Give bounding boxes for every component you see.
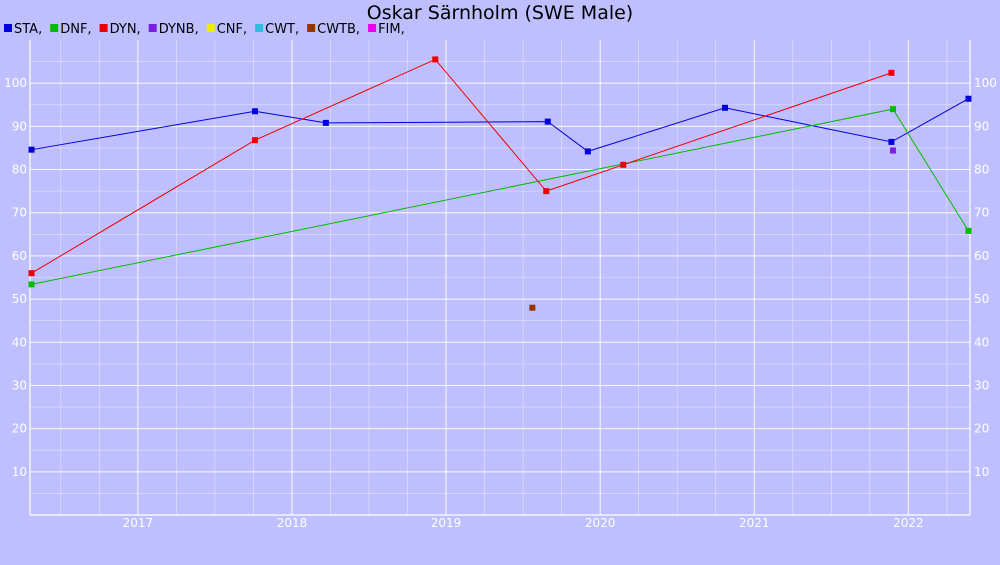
- legend-label: STA,: [14, 22, 42, 37]
- y-tick-label-left: 30: [12, 378, 27, 392]
- x-tick-label: 2021: [739, 516, 770, 530]
- legend-item: STA,: [4, 22, 42, 37]
- legend-swatch: [50, 24, 59, 32]
- legend-item: CWT,: [255, 22, 299, 37]
- legend-swatch: [255, 24, 264, 32]
- data-point: [721, 104, 728, 111]
- series-line: [31, 58, 892, 274]
- series-dyn: [28, 56, 895, 277]
- legend-item: FIM,: [368, 22, 405, 37]
- grid: [30, 40, 970, 515]
- y-tick-label-left: 50: [12, 292, 27, 306]
- data-point: [251, 108, 258, 115]
- data-point: [965, 227, 972, 234]
- y-tick-label-left: 90: [12, 119, 27, 133]
- data-point: [889, 147, 896, 154]
- legend-label: DYNB,: [159, 22, 199, 37]
- series-group: [28, 56, 972, 311]
- legend-label: CWT,: [265, 22, 299, 37]
- series-dynb: [889, 147, 896, 154]
- legend-swatch: [99, 24, 108, 32]
- y-tick-label-left: 40: [12, 335, 27, 349]
- legend-swatch: [4, 24, 12, 32]
- data-point: [544, 118, 551, 125]
- y-tick-label-left: 80: [12, 163, 27, 177]
- y-tick-label-left: 10: [12, 465, 27, 479]
- data-point: [543, 188, 550, 195]
- x-tick-label: 2020: [585, 516, 616, 530]
- legend: STA, DNF, DYN, DYNB, CNF, CWT, CWTB, FIM,: [4, 22, 405, 37]
- legend-label: FIM,: [378, 22, 405, 37]
- series-sta: [28, 95, 972, 155]
- x-tick-label: 2017: [123, 516, 154, 530]
- y-tick-label-right: 10: [974, 465, 989, 479]
- legend-item: CNF,: [206, 22, 247, 37]
- data-point: [432, 56, 439, 63]
- series-line: [31, 98, 969, 152]
- y-tick-label-left: 20: [12, 422, 27, 436]
- y-tick-label-left: 60: [12, 249, 27, 263]
- data-point: [251, 137, 258, 144]
- x-tick-label: 2022: [893, 516, 924, 530]
- legend-item: DNF,: [50, 22, 92, 37]
- data-point: [28, 146, 35, 153]
- x-tick-label: 2019: [431, 516, 462, 530]
- legend-swatch: [307, 24, 316, 32]
- y-tick-label-right: 90: [974, 119, 989, 133]
- legend-label: DYN,: [110, 22, 141, 37]
- legend-label: DNF,: [60, 22, 91, 37]
- chart-title: Oskar Särnholm (SWE Male): [367, 2, 633, 24]
- data-point: [584, 148, 591, 155]
- data-point: [529, 304, 536, 311]
- y-tick-label-left: 100: [4, 76, 27, 90]
- y-tick-label-right: 40: [974, 335, 989, 349]
- legend-item: DYNB,: [148, 22, 199, 37]
- legend-item: CWTB,: [307, 22, 360, 37]
- legend-label: CWTB,: [317, 22, 360, 37]
- data-point: [28, 270, 35, 277]
- series-cwtb: [529, 304, 536, 311]
- y-tick-label-left: 70: [12, 206, 27, 220]
- data-point: [620, 161, 627, 168]
- series-dnf: [28, 106, 972, 288]
- data-point: [889, 106, 896, 113]
- legend-item: DYN,: [99, 22, 141, 37]
- data-point: [28, 281, 35, 288]
- x-tick-label: 2018: [277, 516, 308, 530]
- y-tick-label-right: 60: [974, 249, 989, 263]
- legend-swatch: [368, 24, 377, 32]
- y-tick-label-right: 100: [974, 76, 997, 90]
- data-point: [888, 69, 895, 76]
- y-tick-label-right: 30: [974, 378, 989, 392]
- y-tick-label-right: 50: [974, 292, 989, 306]
- data-point: [322, 119, 329, 126]
- legend-swatch: [148, 24, 157, 32]
- data-point: [965, 95, 972, 102]
- y-tick-label-right: 70: [974, 206, 989, 220]
- data-point: [888, 138, 895, 145]
- legend-swatch: [206, 24, 215, 32]
- y-tick-label-right: 20: [974, 422, 989, 436]
- legend-label: CNF,: [217, 22, 247, 37]
- y-tick-label-right: 80: [974, 163, 989, 177]
